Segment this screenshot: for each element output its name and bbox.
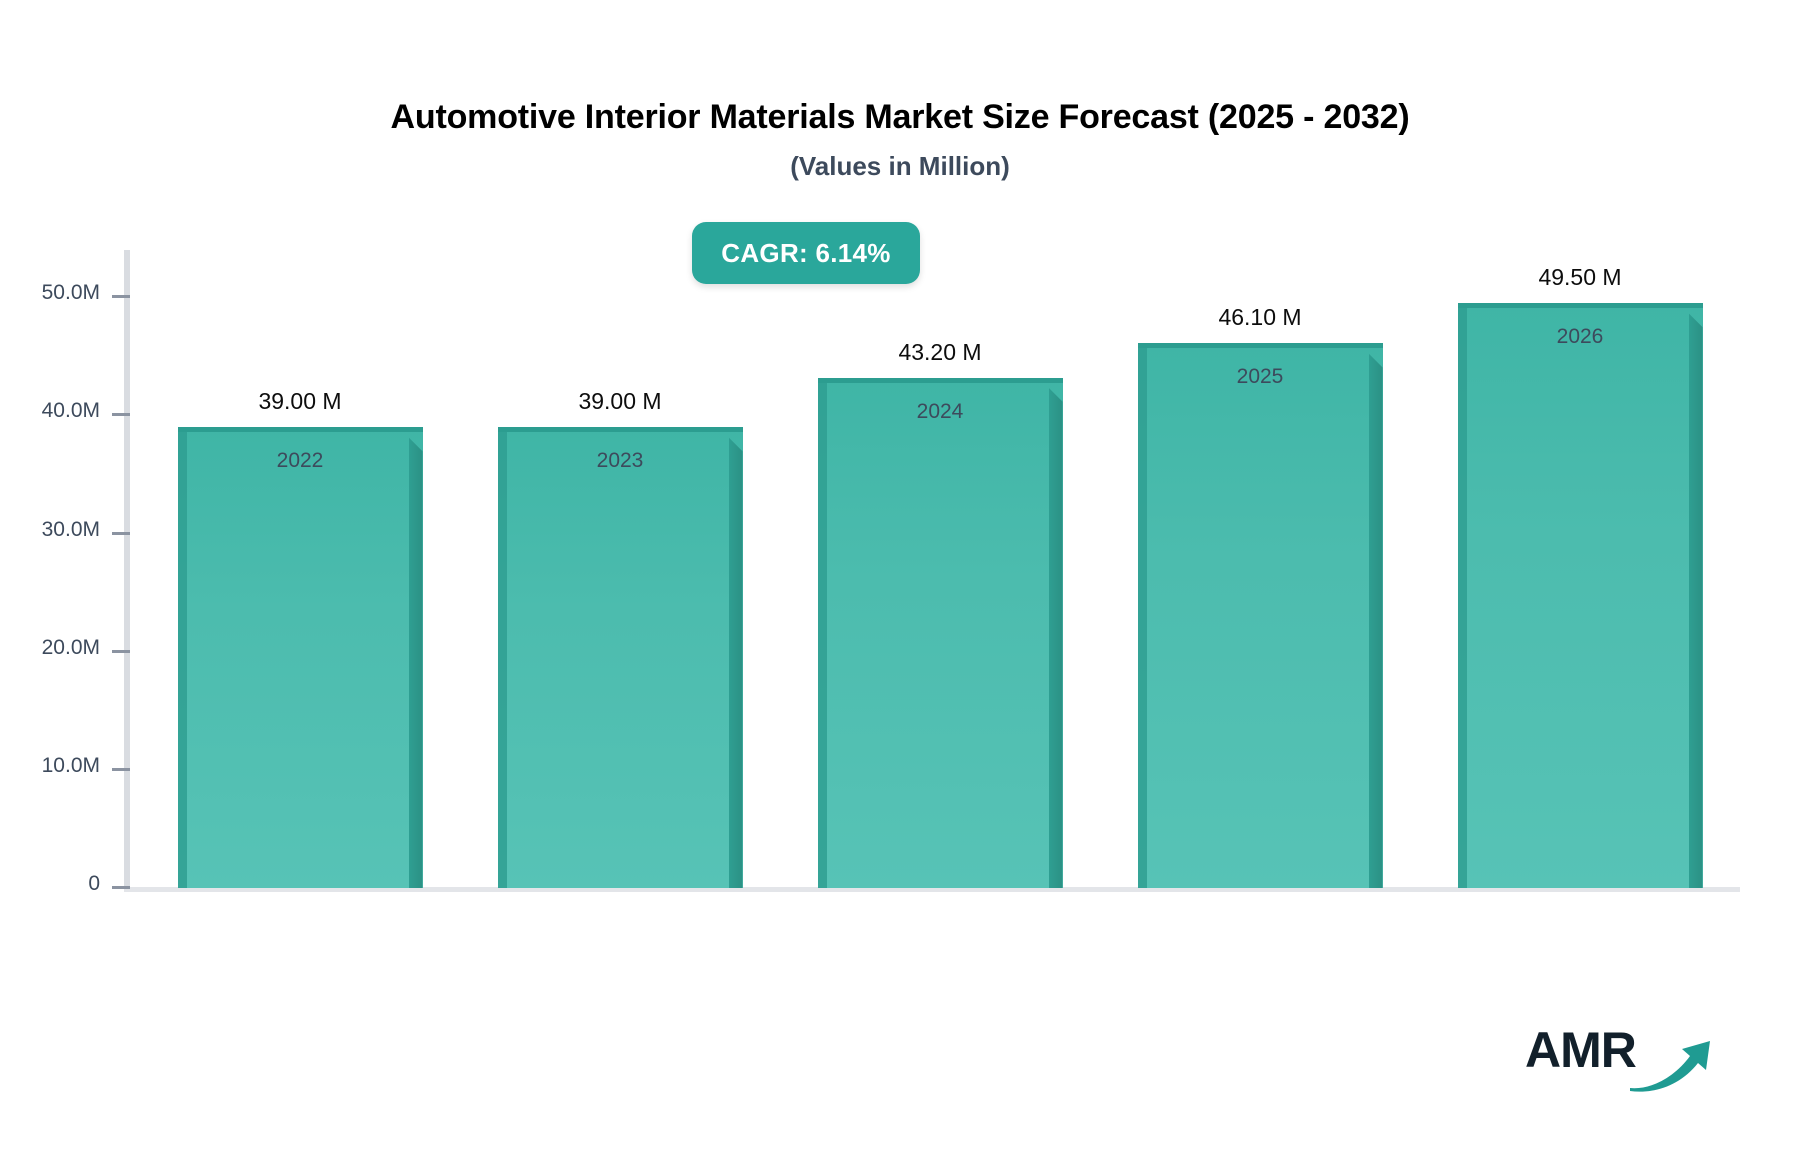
bar-right-bevel — [728, 437, 743, 888]
bar-top-edge — [1457, 303, 1703, 309]
chart-title-block: Automotive Interior Materials Market Siz… — [0, 96, 1800, 182]
trending-up-arrow-icon — [1628, 1032, 1718, 1094]
page-title: Automotive Interior Materials Market Siz… — [390, 98, 1410, 136]
bar-left-shadow — [817, 377, 827, 888]
y-axis-tick-label: 10.0M — [41, 753, 100, 777]
bar-left-shadow — [497, 427, 507, 888]
bar[interactable]: 43.20 M 2024 — [817, 339, 1063, 888]
bar-top-edge — [817, 377, 1063, 383]
cagr-badge: CAGR: 6.14% — [692, 222, 920, 284]
y-axis-tick-mark — [112, 413, 130, 417]
amr-logo: AMR — [1525, 1022, 1715, 1094]
bar-value-label: 43.20 M — [898, 338, 982, 365]
plot-area: 50.0M 40.0M 30.0M 20.0M 10.0M 0 39.00 M 2022 39… — [42, 250, 1740, 895]
bar-left-shadow — [1457, 303, 1467, 888]
bar-top-edge — [497, 427, 743, 433]
bar-face — [1137, 343, 1383, 888]
y-axis-tick-label: 40.0M — [41, 399, 100, 423]
bar-left-shadow — [1137, 343, 1147, 888]
bar-value-label: 39.00 M — [578, 388, 662, 415]
y-axis-tick-label: 0 — [88, 872, 100, 895]
x-axis-tick-label: 2026 — [1556, 325, 1604, 349]
bar[interactable]: 46.10 M 2025 — [1137, 304, 1383, 888]
bar-top-edge — [177, 427, 423, 433]
y-axis-spine — [124, 250, 130, 888]
bar-value-label: 39.00 M — [258, 388, 342, 415]
bar[interactable]: 39.00 M 2023 — [497, 388, 743, 888]
y-axis-tick-label: 20.0M — [41, 635, 100, 659]
y-axis-tick-label: 30.0M — [41, 517, 100, 541]
bar[interactable]: 49.50 M 2026 — [1457, 264, 1703, 888]
bar-face — [177, 427, 423, 888]
y-axis-tick-label: 50.0M — [41, 281, 100, 305]
bar-value-label: 46.10 M — [1218, 304, 1302, 331]
bar-face — [817, 377, 1063, 888]
y-axis-tick-mark — [112, 886, 130, 889]
x-axis-baseline — [124, 887, 1740, 892]
bar-right-bevel — [1048, 387, 1063, 888]
chart-subtitle: (Values in Million) — [790, 151, 1010, 181]
y-axis-tick-mark — [112, 649, 130, 653]
x-axis-tick-label: 2023 — [596, 449, 644, 473]
bar-face — [497, 427, 743, 888]
bar-right-bevel — [408, 437, 423, 888]
bar-value-label: 49.50 M — [1538, 264, 1622, 291]
bar[interactable]: 39.00 M 2022 — [177, 388, 423, 888]
x-axis-tick-label: 2025 — [1236, 365, 1284, 389]
bar-right-bevel — [1688, 313, 1703, 888]
y-axis-tick-mark — [112, 531, 130, 535]
bar-top-edge — [1137, 343, 1383, 349]
y-axis-tick-mark — [112, 767, 130, 771]
y-axis-tick-mark — [112, 295, 130, 299]
bar-left-shadow — [177, 427, 187, 888]
logo-wordmark: AMR — [1525, 1022, 1637, 1078]
cagr-badge-label: CAGR: 6.14% — [721, 237, 891, 268]
x-axis-tick-label: 2024 — [916, 399, 964, 423]
bar-right-bevel — [1368, 353, 1383, 888]
bar-face — [1457, 303, 1703, 888]
x-axis-tick-label: 2022 — [276, 449, 324, 473]
